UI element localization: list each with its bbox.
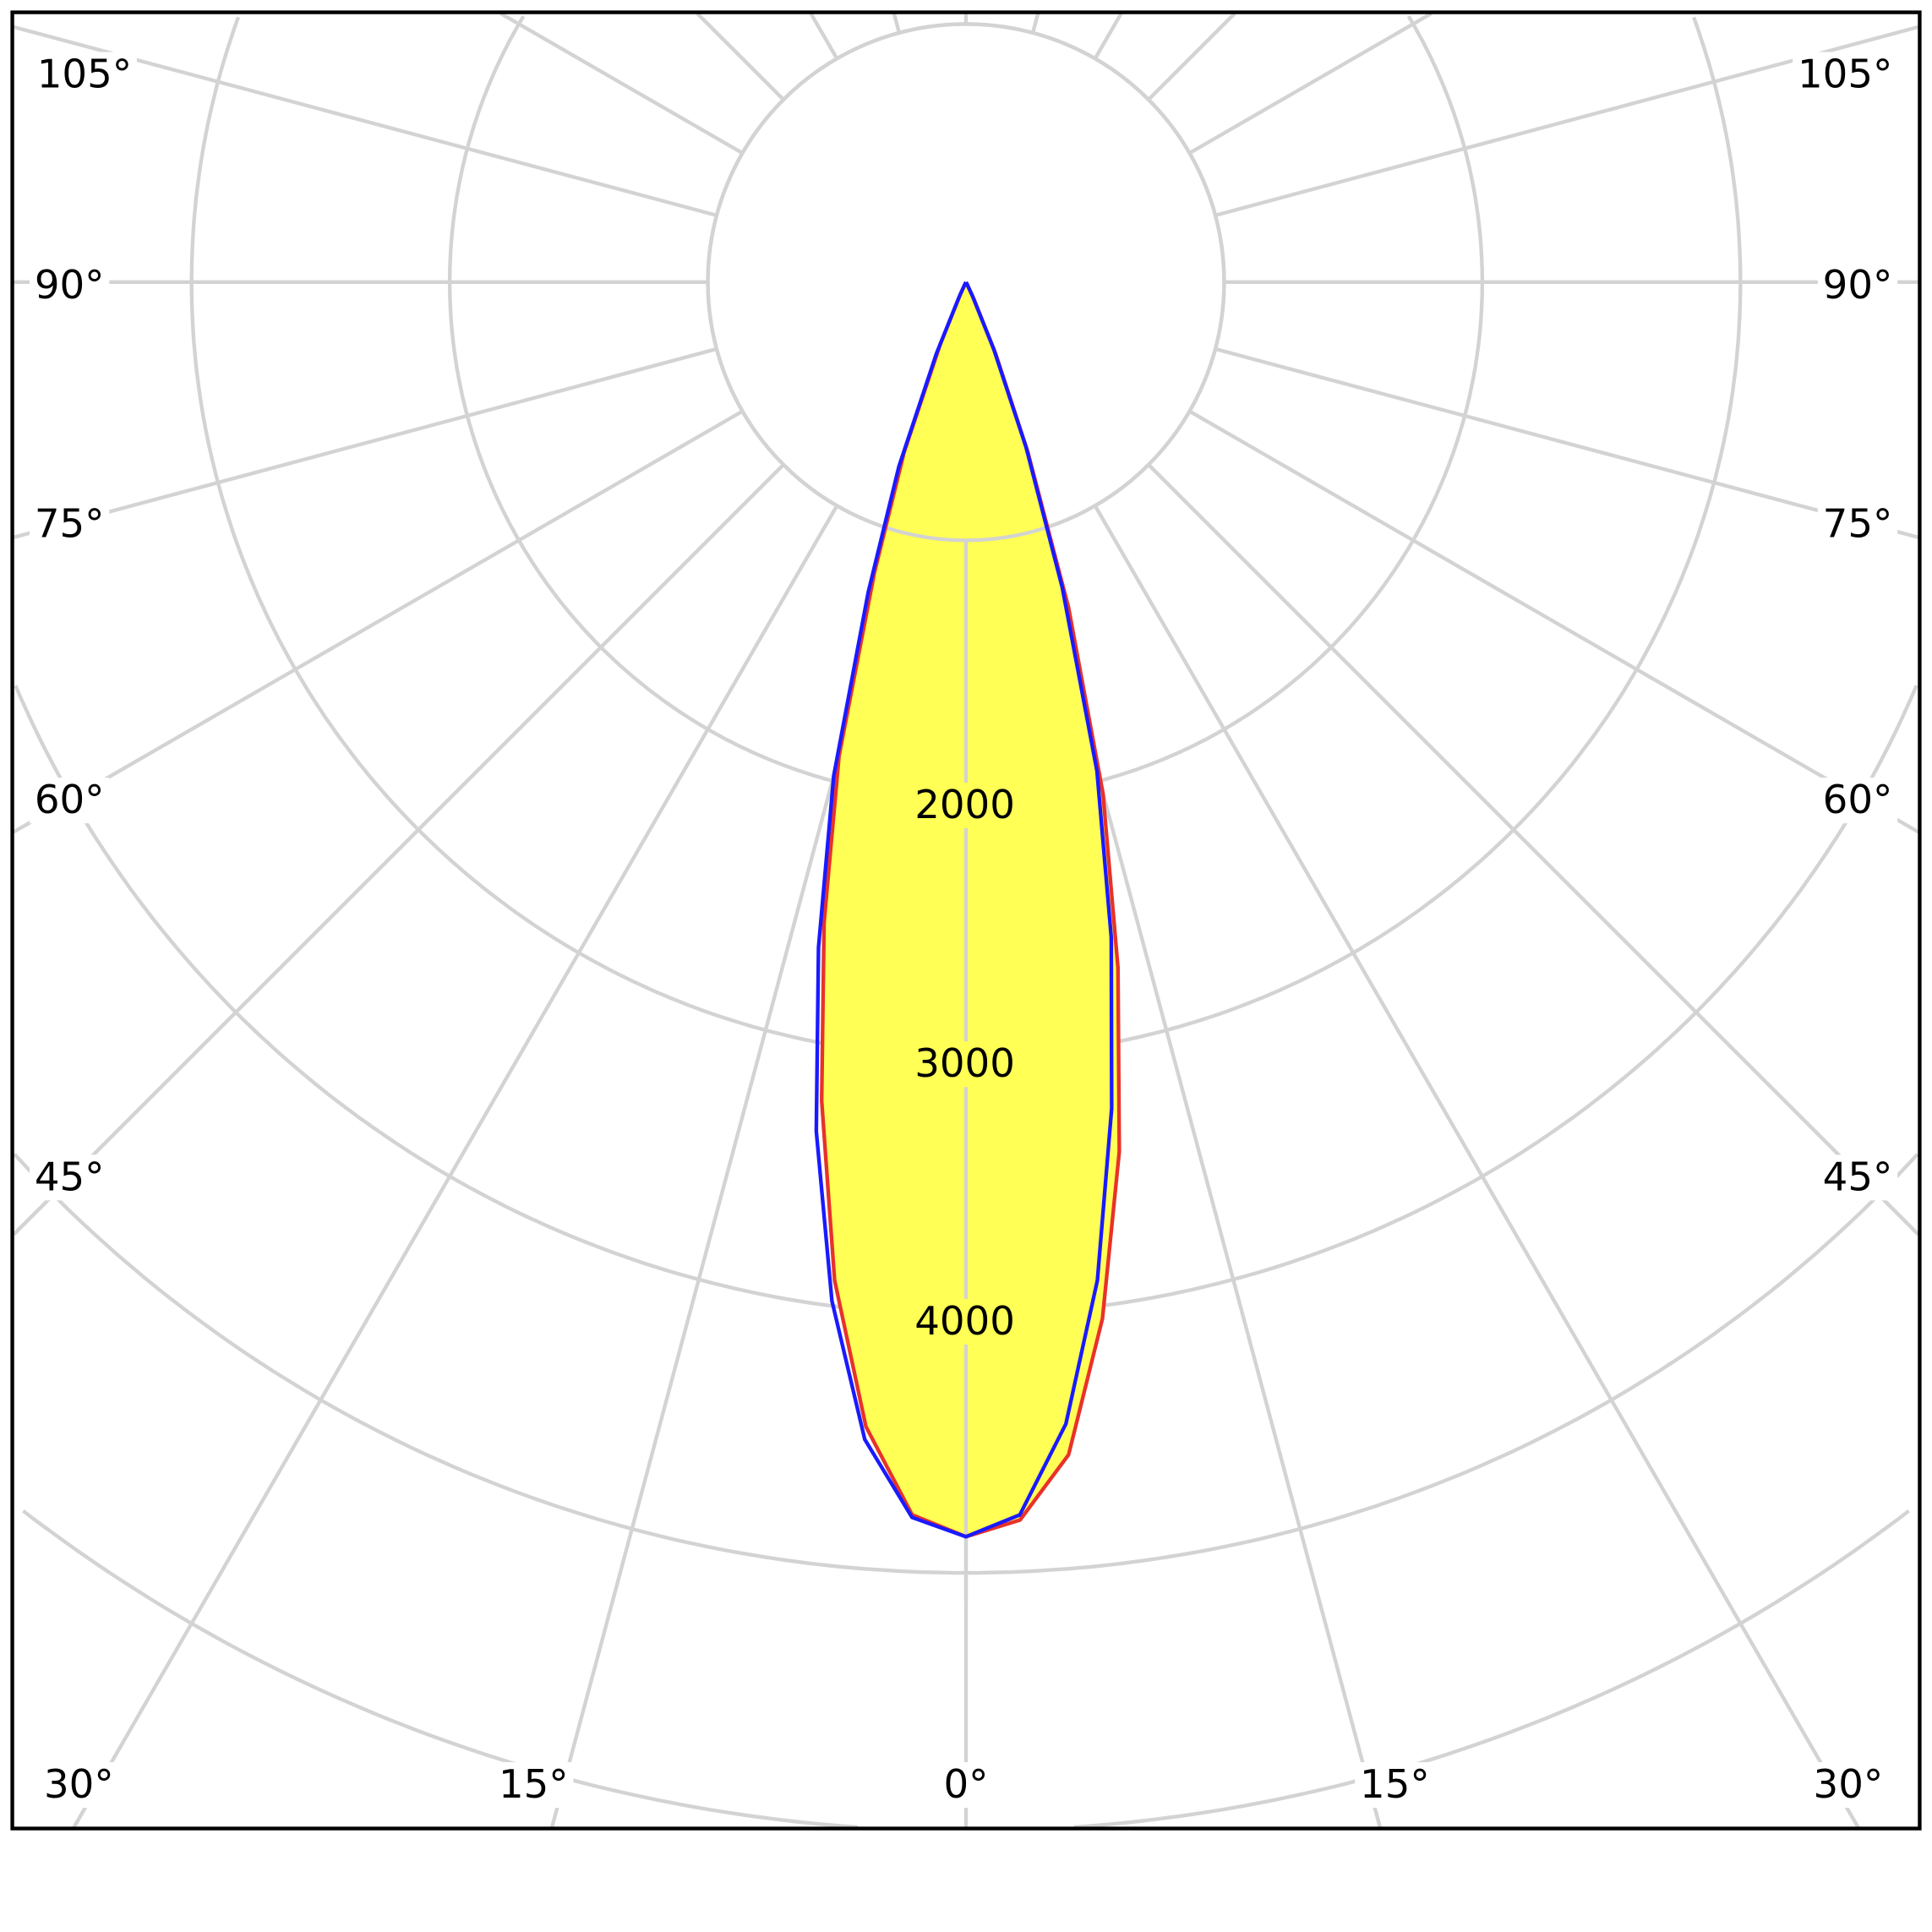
angle-label-background <box>31 52 137 98</box>
angle-label-background <box>1817 1154 1898 1201</box>
angle-label-right-60: 60° <box>1823 778 1893 823</box>
spoke-gridline <box>499 12 744 156</box>
radial-label-background <box>909 1041 1020 1088</box>
spoke-gridline <box>1093 12 1123 60</box>
labels: 105° 90° 75° 60° 45° 105° 90° 75° 60° 45… <box>29 52 1898 1809</box>
radial-label-background <box>909 1298 1020 1345</box>
angle-label-background <box>29 501 110 548</box>
angle-label-right-75: 75° <box>1823 502 1893 548</box>
angle-label-bottom-30-left: 30° <box>44 1762 114 1808</box>
angle-label-bottom-15-left: 15° <box>499 1762 569 1808</box>
angle-label-background <box>39 1762 119 1809</box>
angle-label-background <box>1793 52 1898 98</box>
angle-label-bottom-0: 0° <box>944 1762 989 1808</box>
ring-gridline-5000 <box>13 1153 966 1575</box>
ring-gridline-6000 <box>22 1509 859 1830</box>
angle-label-right-45: 45° <box>1823 1154 1893 1200</box>
spoke-gridline <box>1147 12 1236 101</box>
spoke-gridline <box>809 12 839 60</box>
spoke-gridline <box>12 463 785 1236</box>
angle-label-left-90: 90° <box>35 263 105 308</box>
angle-label-background <box>1817 262 1898 308</box>
spoke-gridline <box>13 347 718 539</box>
radial-label-3000: 3000 <box>914 1041 1015 1087</box>
angle-label-background <box>1355 1762 1435 1809</box>
angle-label-background <box>29 262 110 308</box>
ring-over-fill <box>706 22 1226 543</box>
spoke-gridline <box>892 13 902 34</box>
angle-label-background <box>494 1762 574 1809</box>
angle-label-background <box>1817 778 1898 824</box>
angle-label-background <box>1808 1762 1889 1809</box>
spoke-gridline <box>1214 347 1919 539</box>
spoke-gridline <box>1147 463 1920 1236</box>
intensity-fill <box>821 281 1120 1537</box>
series-curve-1 <box>814 281 1114 1539</box>
angle-label-background <box>938 1762 994 1809</box>
ring-gridline-3000 <box>189 16 966 1059</box>
spoke-gridline <box>1188 409 1920 834</box>
angle-label-right-90: 90° <box>1823 263 1893 308</box>
spoke-gridline <box>1093 505 1860 1829</box>
spoke-gridline <box>1188 12 1433 156</box>
ring-gridline-3000 <box>966 16 1743 1059</box>
radial-label-background <box>909 783 1020 829</box>
angle-label-left-45: 45° <box>35 1154 105 1200</box>
grid <box>12 12 1920 1830</box>
angle-label-left-75: 75° <box>35 502 105 548</box>
spoke-gridline <box>72 505 839 1829</box>
ring-gridline-4000 <box>966 685 1918 1317</box>
ring-gridline-2000 <box>966 15 1485 800</box>
angle-label-bottom-15-right: 15° <box>1360 1762 1430 1808</box>
spoke-gridline <box>1030 13 1040 34</box>
angle-label-left-60: 60° <box>35 778 105 823</box>
angle-label-background <box>1817 501 1898 548</box>
angle-label-bottom-30-right: 30° <box>1814 1762 1884 1808</box>
angle-label-right-105: 105° <box>1798 52 1892 98</box>
angle-label-background <box>29 778 110 824</box>
ring-gridline-5000 <box>966 1153 1919 1575</box>
radial-label-2000: 2000 <box>914 783 1015 828</box>
ring-gridline-6000 <box>1073 1509 1910 1830</box>
spoke-gridline <box>696 12 785 101</box>
spoke-gridline <box>12 409 744 834</box>
curves <box>706 22 1226 1602</box>
angle-label-left-105: 105° <box>37 52 132 98</box>
ring-gridline-2000 <box>447 15 966 800</box>
chart-frame <box>10 10 1922 1831</box>
angle-label-background <box>29 1154 110 1201</box>
ring-gridline-4000 <box>14 685 966 1317</box>
radial-label-4000: 4000 <box>914 1299 1015 1345</box>
